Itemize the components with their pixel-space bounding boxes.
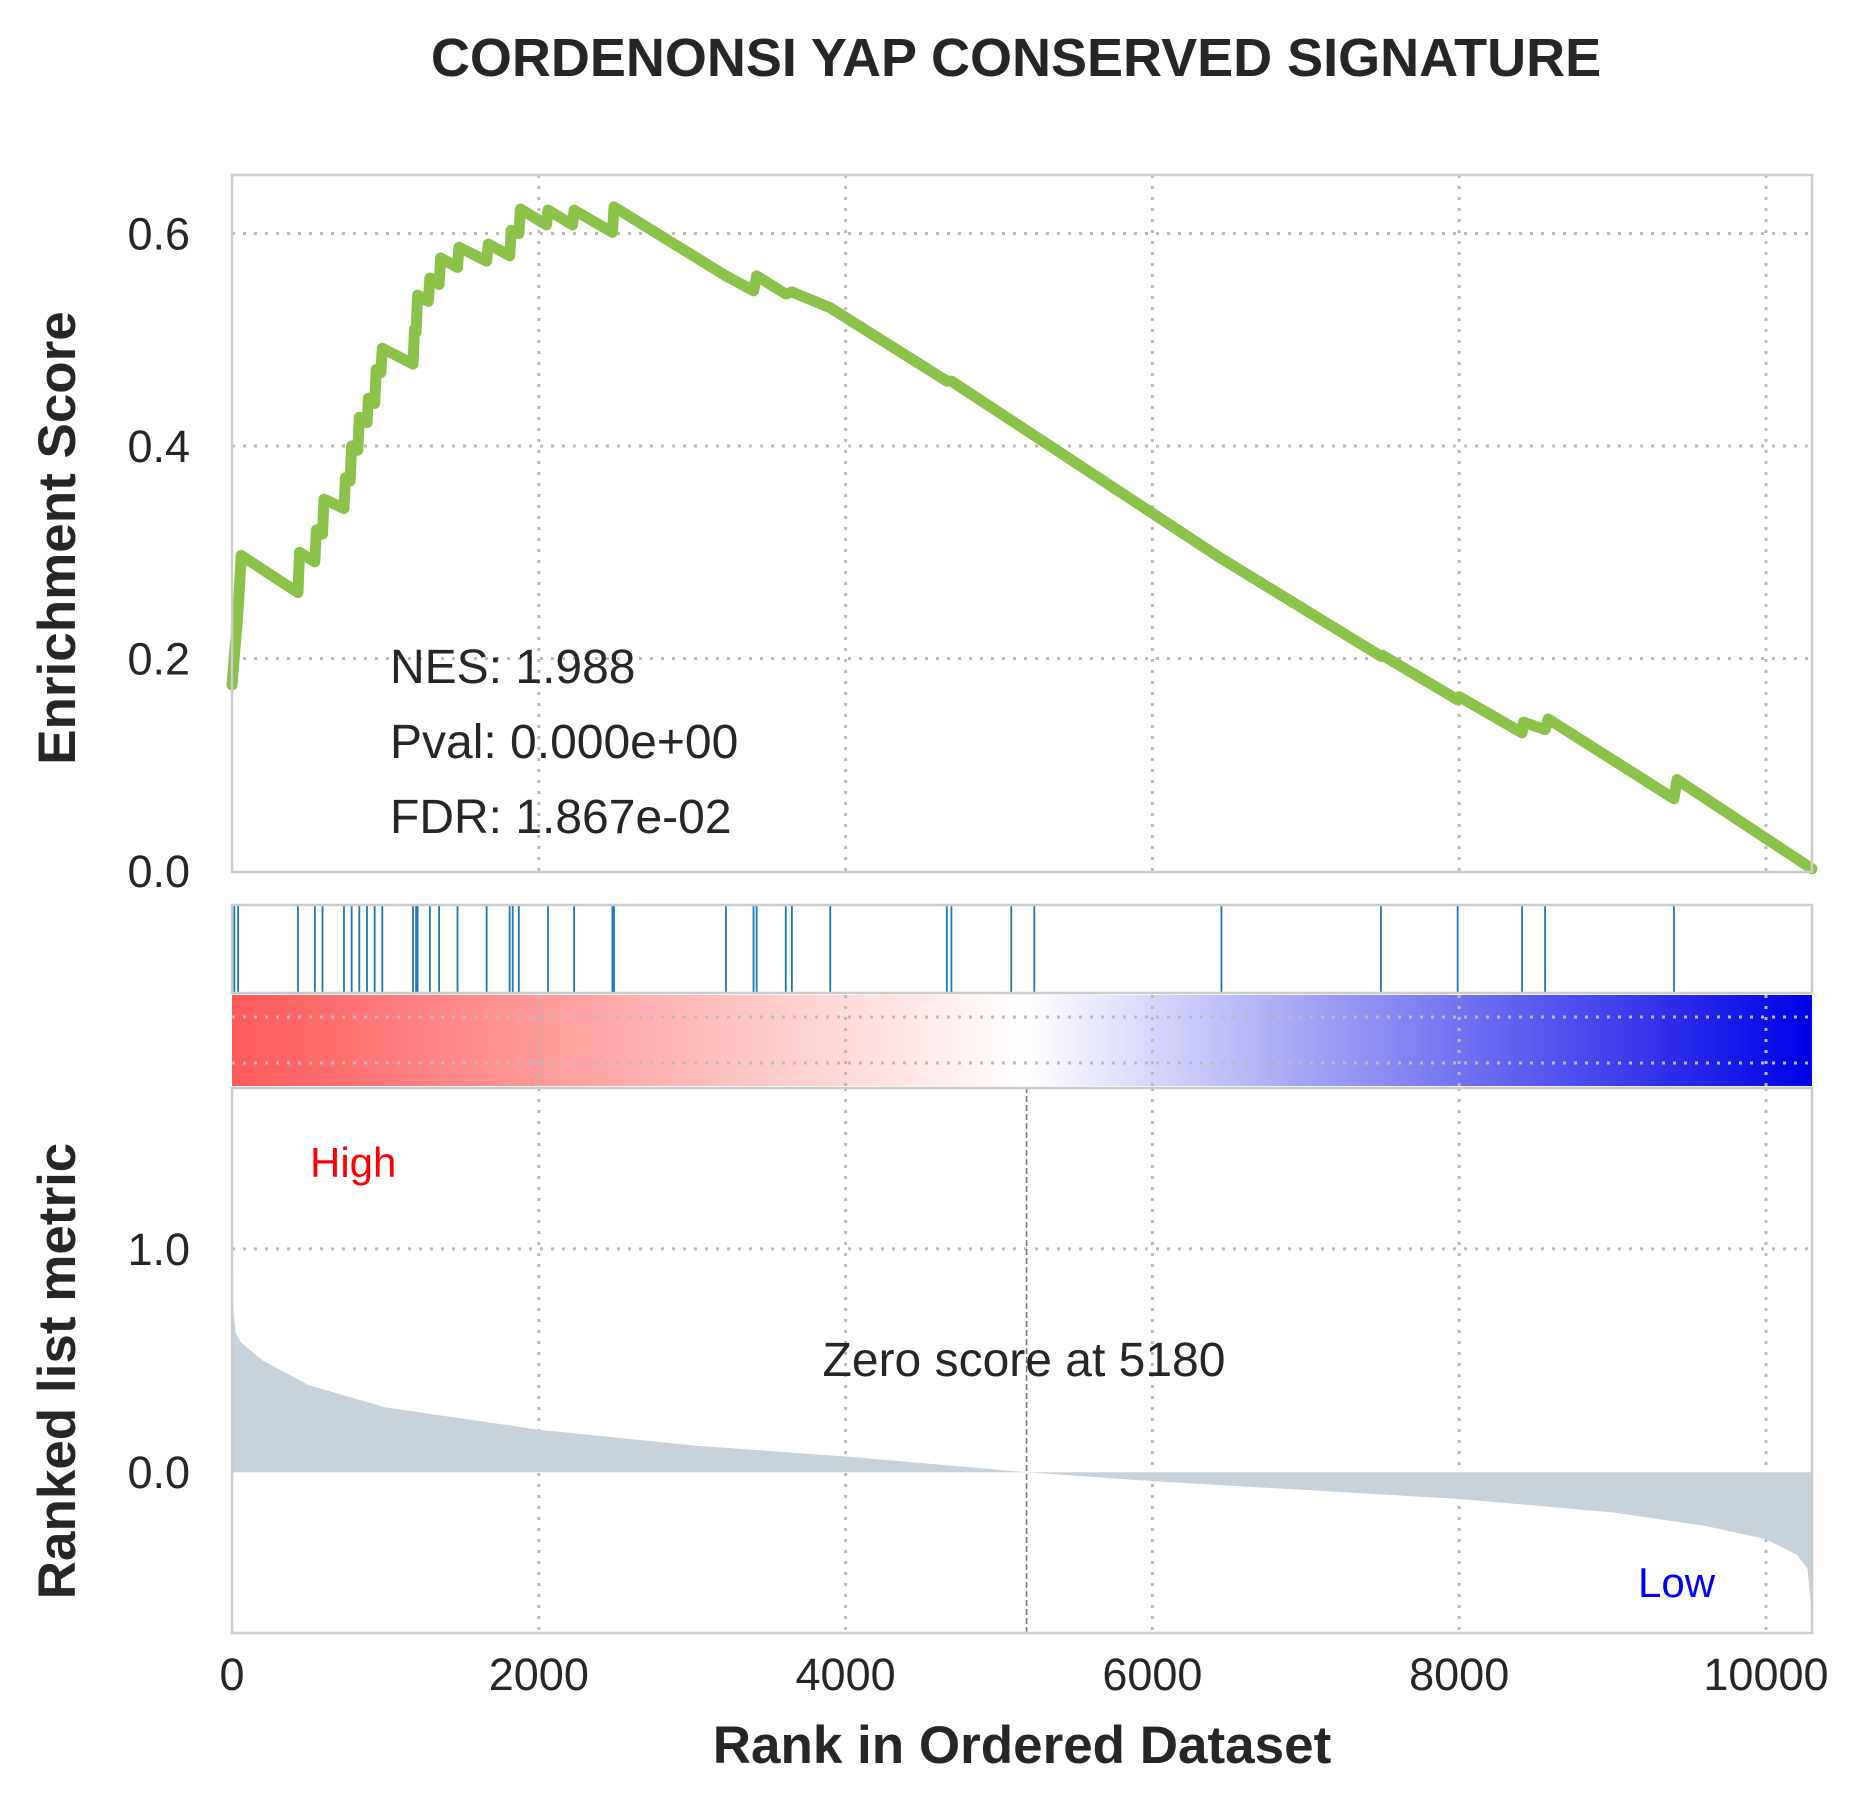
metric-y-tick-labels: 0.0 1.0 (127, 1224, 190, 1498)
es-axis-label: Enrichment Score (28, 311, 87, 765)
metric-y-tick-label: 0.0 (127, 1447, 190, 1498)
high-label: High (310, 1139, 396, 1186)
x-tick-label: 8000 (1409, 1649, 1509, 1700)
heatmap-gridlines (232, 995, 1812, 1086)
es-panel-frame (230, 173, 1814, 874)
zero-score-label: Zero score at 5180 (823, 1334, 1226, 1387)
metric-axis-label: Ranked list metric (28, 1143, 87, 1600)
pval-annotation: Pval: 0.000e+00 (390, 716, 738, 769)
es-y-tick-label: 0.0 (127, 846, 190, 897)
nes-annotation: NES: 1.988 (390, 641, 635, 694)
es-y-tick-label: 0.2 (127, 633, 190, 684)
x-tick-label: 0 (219, 1649, 244, 1700)
low-label: Low (1638, 1559, 1716, 1606)
x-axis-label: Rank in Ordered Dataset (713, 1716, 1332, 1775)
x-tick-label: 4000 (796, 1649, 896, 1700)
x-tick-label: 6000 (1102, 1649, 1202, 1700)
metric-panel-frame (230, 1086, 1814, 1635)
x-tick-label: 10000 (1703, 1649, 1828, 1700)
hits-panel-frame (230, 903, 1814, 995)
fdr-annotation: FDR: 1.867e-02 (390, 791, 732, 844)
metric-y-tick-label: 1.0 (127, 1224, 190, 1275)
rank-heatmap (232, 995, 1812, 1086)
metric-gridlines (232, 1088, 1812, 1633)
hit-markers (233, 905, 1675, 993)
es-y-tick-label: 0.4 (127, 421, 190, 472)
es-y-tick-label: 0.6 (127, 208, 190, 259)
x-tick-label: 2000 (489, 1649, 589, 1700)
enrichment-score-line (226, 201, 1818, 875)
chart-title: CORDENONSI YAP CONSERVED SIGNATURE (431, 28, 1601, 88)
es-y-tick-labels: 0.0 0.2 0.4 0.6 (127, 208, 190, 897)
x-tick-labels: 0 2000 4000 6000 8000 10000 (219, 1649, 1828, 1700)
ranked-metric-area (232, 1092, 1812, 1618)
